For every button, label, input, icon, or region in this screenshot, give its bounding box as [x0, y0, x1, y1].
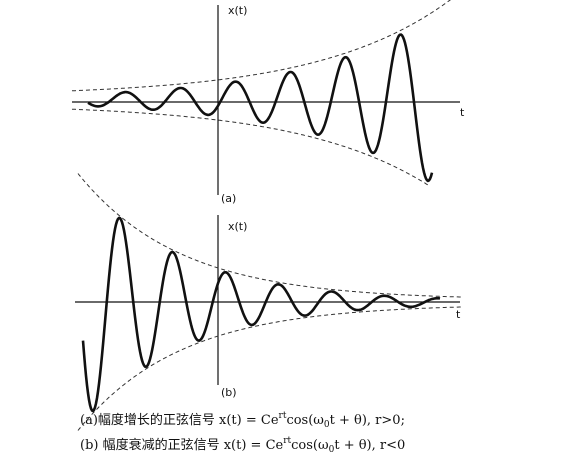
- caption-part: 0: [329, 445, 335, 455]
- caption-part: cos(ω: [286, 413, 323, 428]
- caption-part: t + θ), r<0: [334, 438, 405, 453]
- plot-tag: (b): [221, 386, 237, 399]
- envelope: [77, 306, 463, 431]
- envelope: [71, 0, 451, 92]
- caption-part: 0: [324, 420, 330, 430]
- caption: (a)幅度增长的正弦信号 x(t) = Certcos(ω0t + θ), r>…: [80, 411, 405, 455]
- envelope: [77, 173, 463, 298]
- caption-part: cos(ω: [291, 438, 328, 453]
- signal-curve: [87, 33, 434, 183]
- caption-line: (b) 幅度衰减的正弦信号 x(t) = Certcos(ω0t + θ), r…: [80, 436, 405, 455]
- caption-part: rt: [279, 411, 287, 421]
- plot-tag: (a): [221, 192, 236, 205]
- y-label: x(t): [228, 4, 247, 17]
- caption-part: (b) 幅度衰减的正弦信号 x(t) = Ce: [80, 437, 284, 453]
- caption-line: (a)幅度增长的正弦信号 x(t) = Certcos(ω0t + θ), r>…: [80, 411, 405, 430]
- y-label: x(t): [228, 220, 247, 233]
- x-label: t: [460, 106, 465, 119]
- caption-part: rt: [283, 436, 291, 446]
- envelope: [71, 108, 431, 187]
- signal-curve: [81, 216, 441, 413]
- x-label: t: [456, 308, 461, 321]
- caption-part: t + θ), r>0;: [330, 413, 405, 428]
- caption-part: (a)幅度增长的正弦信号 x(t) = Ce: [80, 412, 279, 428]
